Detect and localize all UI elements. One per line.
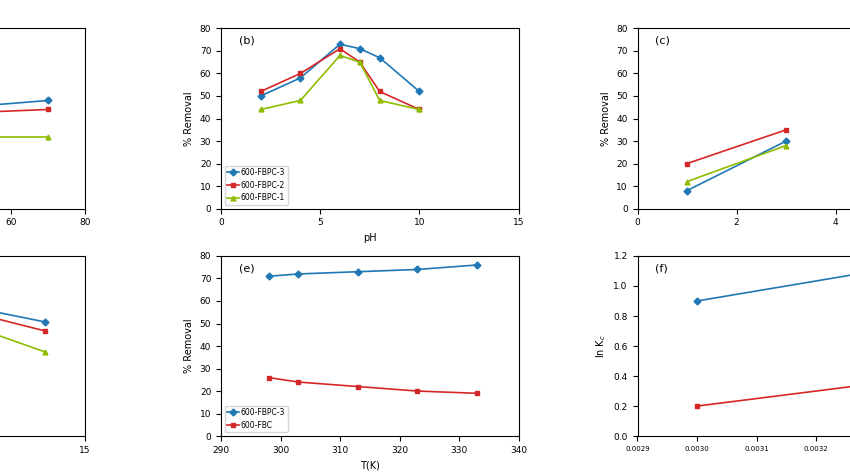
600-FBC <box>353 384 363 390</box>
600-FBPC-1 <box>295 98 305 103</box>
Line: 600-FBPC-3: 600-FBPC-3 <box>684 138 789 193</box>
Legend: 600-FBPC-3, 600-FBPC-2, 600-FBPC-1: 600-FBPC-3, 600-FBPC-2, 600-FBPC-1 <box>224 165 287 205</box>
600-FBPC-1 <box>682 179 692 184</box>
600-FBPC-3 <box>412 266 422 272</box>
600-FBPC-1 <box>781 143 791 148</box>
600-FBPC-2 <box>354 59 365 65</box>
Line: 600-FBPC-2: 600-FBPC-2 <box>258 46 422 112</box>
600-FBC <box>472 391 482 396</box>
600-FBPC-2 <box>682 161 692 166</box>
600-FBPC-3 <box>293 271 303 277</box>
600-FBPC-1 <box>335 53 345 58</box>
X-axis label: pH: pH <box>363 233 377 243</box>
Line: 600-FBC: 600-FBC <box>266 375 479 396</box>
Text: (e): (e) <box>239 263 254 273</box>
600-FBPC-1 <box>256 107 266 112</box>
600-FBPC-2 <box>256 89 266 94</box>
Line: 600-FBPC-3: 600-FBPC-3 <box>694 269 850 303</box>
600-FBPC-3 <box>295 75 305 81</box>
Line: 600-FBPC-1: 600-FBPC-1 <box>258 53 422 112</box>
600-FBPC-1 <box>414 107 424 112</box>
600-FBC <box>293 379 303 385</box>
600-FBPC-3 <box>375 55 385 61</box>
600-FBPC-2 <box>414 107 424 112</box>
600-FBPC-3 <box>335 41 345 47</box>
Y-axis label: ln K$_c$: ln K$_c$ <box>594 334 608 358</box>
Line: 600-FBC: 600-FBC <box>694 381 850 409</box>
Line: 600-FBPC-2: 600-FBPC-2 <box>684 128 789 166</box>
600-FBPC-3 <box>682 188 692 193</box>
600-FBPC-2 <box>335 46 345 52</box>
600-FBPC-2 <box>375 89 385 94</box>
600-FBC <box>264 374 274 380</box>
600-FBPC-3 <box>472 262 482 268</box>
Y-axis label: % Removal: % Removal <box>184 319 194 374</box>
Line: 600-FBPC-1: 600-FBPC-1 <box>684 143 789 184</box>
Text: (b): (b) <box>239 36 255 46</box>
Line: 600-FBPC-3: 600-FBPC-3 <box>266 263 479 279</box>
600-FBPC-3 <box>692 298 702 304</box>
X-axis label: T(K): T(K) <box>360 460 380 470</box>
600-FBPC-1 <box>354 59 365 65</box>
600-FBPC-3 <box>264 273 274 279</box>
600-FBC <box>692 403 702 409</box>
Text: (f): (f) <box>655 263 668 273</box>
600-FBPC-2 <box>781 127 791 133</box>
Y-axis label: % Removal: % Removal <box>601 91 610 146</box>
Y-axis label: % Removal: % Removal <box>184 91 194 146</box>
600-FBPC-2 <box>295 71 305 76</box>
600-FBPC-3 <box>414 89 424 94</box>
600-FBPC-1 <box>375 98 385 103</box>
600-FBPC-3 <box>256 93 266 99</box>
Legend: 600-FBPC-3, 600-FBC: 600-FBPC-3, 600-FBC <box>224 406 287 432</box>
600-FBPC-3 <box>781 138 791 144</box>
600-FBC <box>412 388 422 394</box>
Text: (c): (c) <box>655 36 670 46</box>
600-FBPC-3 <box>353 269 363 274</box>
600-FBPC-3 <box>354 46 365 52</box>
Line: 600-FBPC-3: 600-FBPC-3 <box>258 42 422 99</box>
